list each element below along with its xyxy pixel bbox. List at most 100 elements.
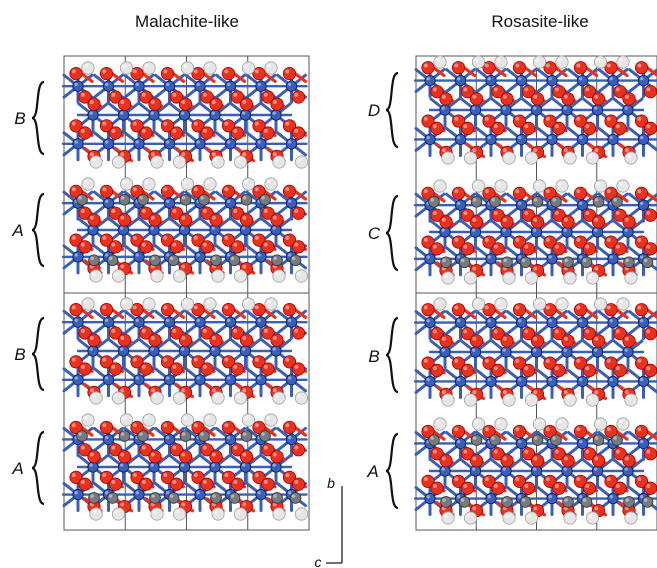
carbon-atom-highlight xyxy=(613,198,617,202)
oxygen-atom xyxy=(451,235,466,249)
hydrogen-atom xyxy=(233,155,248,169)
oxygen-atom-highlight xyxy=(502,456,507,461)
metal-atom-highlight xyxy=(594,348,598,352)
metal-atom-highlight xyxy=(288,318,292,323)
hydrogen-atom xyxy=(211,269,225,283)
oxygen-atom xyxy=(78,362,92,376)
carbon-atom xyxy=(592,195,605,208)
oxygen-atom-highlight xyxy=(102,473,107,478)
oxygen-atom-highlight xyxy=(224,473,229,478)
oxygen-atom xyxy=(282,420,297,435)
hydrogen-atom-highlight xyxy=(535,181,540,186)
oxygen-atom xyxy=(512,424,527,439)
metal-atom-highlight xyxy=(472,228,476,232)
carbon-atom-highlight xyxy=(594,198,599,202)
hydrogen-atom-highlight xyxy=(266,299,271,304)
hydrogen-atom-highlight xyxy=(213,393,218,398)
oxygen-atom-highlight xyxy=(545,63,550,68)
oxygen-atom-highlight xyxy=(585,329,590,334)
oxygen-atom-highlight xyxy=(423,305,428,310)
hydrogen-atom xyxy=(463,271,478,285)
oxygen-atom xyxy=(221,119,236,133)
metal-atom-highlight xyxy=(135,140,139,144)
carbon-atom xyxy=(228,492,241,504)
metal-atom-highlight xyxy=(166,253,170,257)
metal-atom xyxy=(102,433,115,446)
oxygen-atom-highlight xyxy=(463,484,468,489)
metal-atom-highlight xyxy=(624,467,628,471)
metal-atom xyxy=(637,199,650,211)
metal-atom-highlight xyxy=(120,347,124,351)
oxygen-atom xyxy=(282,355,297,369)
oxygen-atom-highlight xyxy=(102,305,107,310)
metal-atom xyxy=(239,461,252,473)
metal-atom xyxy=(133,374,145,386)
oxygen-atom xyxy=(543,235,557,249)
oxygen-atom xyxy=(643,208,657,222)
oxygen-atom-highlight xyxy=(285,121,290,126)
oxygen-atom-highlight xyxy=(585,211,590,216)
oxygen-atom-highlight xyxy=(150,152,155,157)
oxygen-atom-highlight xyxy=(150,336,155,341)
metal-atom-highlight xyxy=(227,82,231,87)
hydrogen-atom xyxy=(524,393,539,407)
metal-atom-highlight xyxy=(441,348,445,352)
hydrogen-atom-highlight xyxy=(565,273,570,278)
hydrogen-atom xyxy=(180,177,195,191)
hydrogen-atom xyxy=(624,511,638,525)
oxygen-atom-highlight xyxy=(141,92,146,97)
oxygen-atom xyxy=(108,90,123,104)
oxygen-atom-highlight xyxy=(254,69,259,74)
oxygen-atom-highlight xyxy=(193,423,198,428)
axis-label-b: b xyxy=(327,475,335,491)
hydrogen-atom xyxy=(203,177,217,191)
oxygen-atom xyxy=(169,206,184,220)
metal-atom-highlight xyxy=(257,140,261,144)
oxygen-atom-highlight xyxy=(646,211,651,216)
metal-atom-highlight xyxy=(272,463,276,467)
oxygen-atom xyxy=(573,474,588,488)
malachite-panel xyxy=(61,55,310,531)
oxygen-atom-highlight xyxy=(111,242,116,247)
oxygen-atom-highlight xyxy=(606,358,611,363)
oxygen-atom xyxy=(291,477,306,491)
hydrogen-atom xyxy=(272,269,286,283)
oxygen-atom xyxy=(482,356,496,370)
oxygen-atom-highlight xyxy=(646,484,651,489)
carbon-atom xyxy=(179,193,192,206)
metal-atom-highlight xyxy=(457,255,461,259)
oxygen-atom xyxy=(160,470,175,484)
metal-atom xyxy=(194,80,206,92)
carbon-atom-highlight xyxy=(564,498,568,502)
metal-atom-highlight xyxy=(533,228,537,232)
oxygen-atom xyxy=(613,481,627,495)
oxygen-atom xyxy=(291,443,306,457)
hydrogen-atom xyxy=(119,61,134,75)
oxygen-atom-highlight xyxy=(454,358,459,363)
oxygen-atom xyxy=(261,90,275,104)
hydrogen-atom-highlight xyxy=(557,299,562,304)
oxygen-atom-highlight xyxy=(502,336,507,341)
carbon-atom-highlight xyxy=(533,198,538,202)
oxygen-atom xyxy=(634,356,649,370)
metal-atom xyxy=(515,375,528,388)
metal-atom-highlight xyxy=(105,82,109,87)
metal-atom-highlight xyxy=(288,199,292,203)
oxygen-atom xyxy=(451,186,466,200)
metal-atom-highlight xyxy=(211,347,215,351)
oxygen-atom xyxy=(261,362,275,376)
oxygen-atom xyxy=(117,450,132,464)
hydrogen-atom-highlight xyxy=(504,273,509,278)
hydrogen-atom xyxy=(441,271,455,285)
oxygen-atom xyxy=(78,90,92,104)
oxygen-atom-highlight xyxy=(294,128,299,133)
oxygen-atom xyxy=(439,92,453,106)
oxygen-atom-highlight xyxy=(493,366,498,371)
oxygen-atom xyxy=(69,470,83,484)
metal-atom xyxy=(255,374,267,386)
hydrogen-atom xyxy=(555,297,569,311)
oxygen-atom xyxy=(469,92,484,106)
hydrogen-atom xyxy=(111,391,126,405)
oxygen-atom xyxy=(291,126,306,140)
